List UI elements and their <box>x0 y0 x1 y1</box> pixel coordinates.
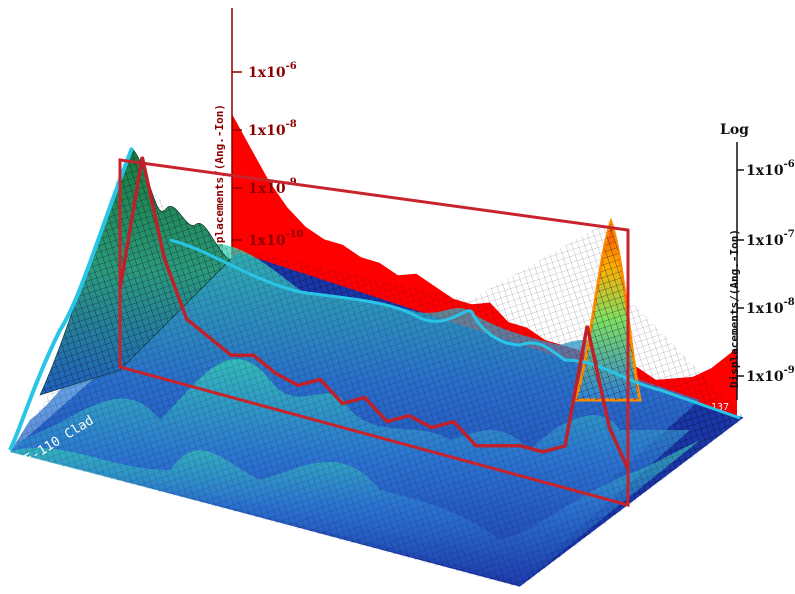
back-axis-tick-label: 1x10-6 <box>746 159 795 179</box>
side-axis-tick-label: 1x10-10 <box>248 229 304 249</box>
back-axis-tick-label: 1x10-8 <box>746 297 795 317</box>
side-axis-tick-label: 1x10-6 <box>248 61 297 81</box>
back-edge-glow <box>169 238 741 420</box>
section-plane <box>118 158 630 507</box>
side-axis-tick-label: 1x10-8 <box>248 119 297 139</box>
back-axis-ticks: 1x10-6 1x10-7 1x10-8 1x10-9 <box>737 159 795 385</box>
left-edge-glow <box>8 147 134 451</box>
right-peak-mesh <box>575 222 640 400</box>
back-axis-title: Displacements/(Ang.-Ion) <box>728 229 741 388</box>
back-axis-scale-label: Log <box>720 122 749 138</box>
left-peak-mesh <box>40 148 230 395</box>
back-axis-tick-label: 1x10-7 <box>746 229 795 249</box>
side-axis-title: Displacements/(Ang.-Ion) <box>213 104 226 263</box>
profile-line <box>118 156 630 470</box>
back-axis-tick-label: 1x10-9 <box>746 365 795 385</box>
